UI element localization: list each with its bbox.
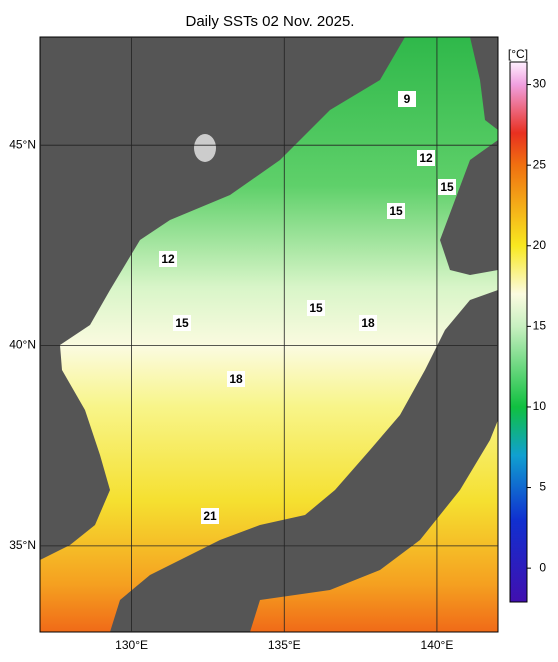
colorbar-tick-label: 20 [533,238,547,252]
lat-tick-label: 45°N [9,137,36,151]
colorbar-tick-label: 25 [533,157,547,171]
contour-label: 12 [419,151,433,165]
lon-tick-label: 140°E [421,638,454,652]
colorbar-tick-label: 10 [533,399,547,413]
colorbar-tick-label: 0 [539,560,546,574]
map-title: Daily SSTs 02 Nov. 2025. [186,13,355,30]
colorbar-tick-label: 15 [533,319,547,333]
contour-label: 21 [203,509,217,523]
contour-label: 15 [175,316,189,330]
lat-tick-label: 40°N [9,338,36,352]
contour-label-box [438,179,456,195]
colorbar-tick-label: 5 [539,480,546,494]
contour-label-box [173,315,191,331]
contour-label-box [307,300,325,316]
contour-label-box [227,371,245,387]
contour-label-box [201,508,219,524]
contour-label-box [398,91,416,107]
map-frame [39,36,499,633]
contour-label: 15 [309,301,323,315]
contour-label: 15 [389,204,403,218]
colorbar-tick-label: 30 [533,77,547,91]
contour-label-box [359,315,377,331]
contour-label-box [387,203,405,219]
contour-label-box [417,150,435,166]
contour-label: 15 [440,180,454,194]
lon-tick-label: 135°E [268,638,301,652]
lat-tick-label: 35°N [9,538,36,552]
contour-label-box [159,251,177,267]
colorbar-unit: [°C] [508,47,528,61]
contour-label: 18 [361,316,375,330]
contour-label: 9 [404,92,411,106]
contour-label: 18 [229,372,243,386]
lon-tick-label: 130°E [115,638,148,652]
colorbar [509,61,528,603]
contour-label: 12 [161,252,175,266]
